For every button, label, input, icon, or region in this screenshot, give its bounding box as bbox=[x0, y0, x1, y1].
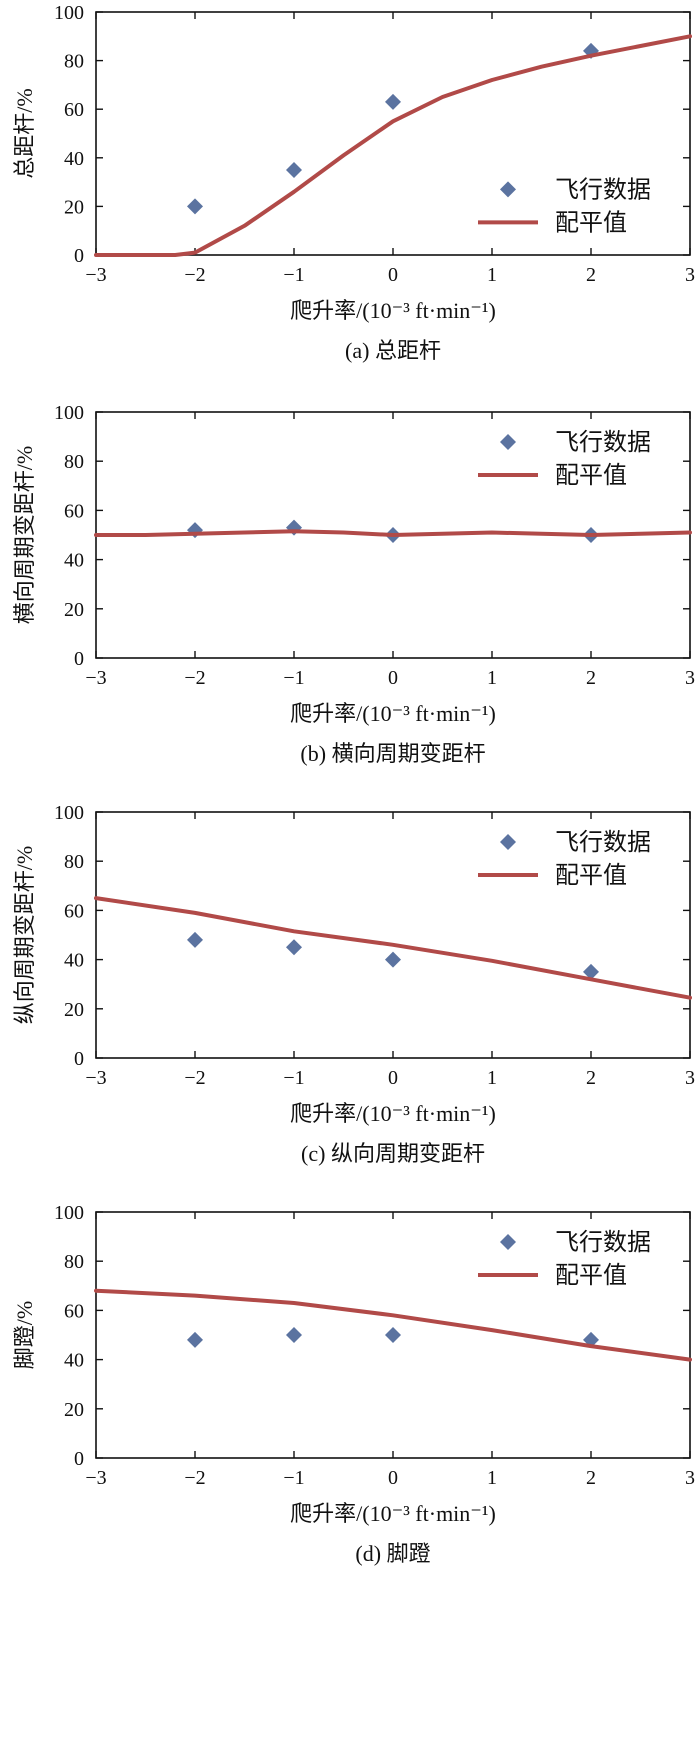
data-point bbox=[187, 198, 203, 215]
chart-panel-1: −3 −2 −1 0 1 2 3 0 20 40 60 80 100 爬升率/(10⁻³ ft·min⁻¹… bbox=[12, 2, 695, 363]
x-axis-title: 爬升率/(10⁻³ ft·min⁻¹) bbox=[290, 1501, 496, 1526]
legend-label: 飞行数据 bbox=[555, 429, 651, 456]
y-tick-label: 20 bbox=[64, 999, 84, 1021]
y-tick-label: 80 bbox=[64, 851, 84, 873]
y-tick-label: 100 bbox=[54, 802, 84, 824]
y-tick-label: 80 bbox=[64, 1251, 84, 1273]
x-tick-label: 3 bbox=[685, 667, 695, 689]
x-tick-label: 1 bbox=[487, 264, 497, 286]
panel-caption: (b) 横向周期变距杆 bbox=[300, 741, 485, 766]
x-tick-label: 2 bbox=[586, 1467, 596, 1489]
y-tick-label: 20 bbox=[64, 599, 84, 621]
y-tick-label: 60 bbox=[64, 900, 84, 922]
y-axis-title: 纵向周期变距杆/% bbox=[12, 846, 37, 1024]
x-tick-label: 1 bbox=[487, 667, 497, 689]
y-axis-title: 总距杆/% bbox=[12, 88, 37, 178]
x-tick-label: −1 bbox=[283, 1467, 304, 1489]
legend-marker-swatch bbox=[500, 181, 516, 198]
x-tick-label: 3 bbox=[685, 1467, 695, 1489]
legend-label: 配平值 bbox=[555, 462, 627, 489]
data-point bbox=[385, 1327, 401, 1343]
panel-caption: (d) 脚蹬 bbox=[355, 1541, 430, 1566]
x-tick-label: −1 bbox=[283, 667, 304, 689]
y-tick-label: 40 bbox=[64, 950, 84, 972]
y-tick-label: 40 bbox=[64, 550, 84, 572]
x-axis-title: 爬升率/(10⁻³ ft·min⁻¹) bbox=[290, 298, 496, 323]
x-tick-label: 0 bbox=[388, 264, 398, 286]
y-axis-title: 横向周期变距杆/% bbox=[12, 446, 37, 624]
fit-line bbox=[94, 896, 692, 1000]
y-axis-title: 脚蹬/% bbox=[12, 1301, 37, 1369]
x-tick-label: 0 bbox=[388, 1067, 398, 1089]
x-tick-label: 0 bbox=[388, 1467, 398, 1489]
legend-label: 配平值 bbox=[555, 209, 627, 236]
legend-label: 飞行数据 bbox=[555, 1229, 651, 1256]
x-tick-label: −1 bbox=[283, 264, 304, 286]
data-point bbox=[286, 161, 302, 178]
data-point bbox=[286, 939, 302, 956]
x-tick-label: −2 bbox=[184, 264, 205, 286]
y-tick-label: 0 bbox=[74, 1048, 84, 1070]
y-tick-label: 100 bbox=[54, 2, 84, 24]
y-tick-label: 0 bbox=[74, 1448, 84, 1470]
y-tick-label: 100 bbox=[54, 1202, 84, 1224]
x-tick-label: −2 bbox=[184, 1067, 205, 1089]
legend-label: 配平值 bbox=[555, 862, 627, 889]
data-point bbox=[187, 1331, 203, 1348]
x-tick-label: −2 bbox=[184, 1467, 205, 1489]
legend-label: 飞行数据 bbox=[555, 176, 651, 203]
x-tick-label: 2 bbox=[586, 667, 596, 689]
legend-marker-swatch bbox=[500, 834, 516, 850]
y-tick-label: 20 bbox=[64, 196, 84, 218]
data-point bbox=[583, 963, 599, 980]
x-axis-title: 爬升率/(10⁻³ ft·min⁻¹) bbox=[290, 701, 496, 726]
data-point bbox=[187, 931, 203, 948]
panel-caption: (c) 纵向周期变距杆 bbox=[301, 1141, 485, 1166]
legend-marker-swatch bbox=[500, 434, 516, 450]
legend-marker-swatch bbox=[500, 1234, 516, 1250]
y-tick-label: 60 bbox=[64, 500, 84, 522]
y-tick-label: 40 bbox=[64, 148, 84, 170]
legend-label: 飞行数据 bbox=[555, 829, 651, 856]
x-tick-label: −2 bbox=[184, 667, 205, 689]
chart-panel-3: −3 −2 −1 0 1 2 3 0 20 40 60 80 100 爬升率/(10⁻³ ft·min⁻¹… bbox=[12, 802, 695, 1166]
y-tick-label: 80 bbox=[64, 451, 84, 473]
x-tick-label: 3 bbox=[685, 264, 695, 286]
y-tick-label: 60 bbox=[64, 1300, 84, 1322]
data-point bbox=[385, 93, 401, 110]
x-tick-label: 3 bbox=[685, 1067, 695, 1089]
chart-panel-4: −3 −2 −1 0 1 2 3 0 20 40 60 80 100 爬升率/(10⁻³ ft·min⁻¹… bbox=[12, 1202, 695, 1566]
fit-line bbox=[94, 1288, 692, 1362]
x-axis-title: 爬升率/(10⁻³ ft·min⁻¹) bbox=[290, 1101, 496, 1126]
y-tick-label: 60 bbox=[64, 99, 84, 121]
x-tick-label: 2 bbox=[586, 1067, 596, 1089]
fit-line bbox=[94, 34, 692, 257]
y-tick-label: 40 bbox=[64, 1350, 84, 1372]
x-tick-label: −3 bbox=[85, 1067, 106, 1089]
x-tick-label: 2 bbox=[586, 264, 596, 286]
y-tick-label: 100 bbox=[54, 402, 84, 424]
x-tick-label: 1 bbox=[487, 1467, 497, 1489]
x-tick-label: 0 bbox=[388, 667, 398, 689]
x-tick-label: −1 bbox=[283, 1067, 304, 1089]
panel-caption: (a) 总距杆 bbox=[345, 338, 441, 363]
x-tick-label: −3 bbox=[85, 667, 106, 689]
y-tick-label: 0 bbox=[74, 245, 84, 267]
data-point bbox=[286, 1327, 302, 1343]
x-tick-label: −3 bbox=[85, 264, 106, 286]
data-point bbox=[385, 951, 401, 968]
x-tick-label: 1 bbox=[487, 1067, 497, 1089]
fit-line bbox=[94, 529, 692, 537]
y-tick-label: 80 bbox=[64, 51, 84, 73]
y-tick-label: 0 bbox=[74, 648, 84, 670]
x-tick-label: −3 bbox=[85, 1467, 106, 1489]
chart-panel-2: −3 −2 −1 0 1 2 3 0 20 40 60 80 100 爬升率/(10⁻³ ft·min⁻¹… bbox=[12, 402, 695, 766]
legend-label: 配平值 bbox=[555, 1262, 627, 1289]
y-tick-label: 20 bbox=[64, 1399, 84, 1421]
